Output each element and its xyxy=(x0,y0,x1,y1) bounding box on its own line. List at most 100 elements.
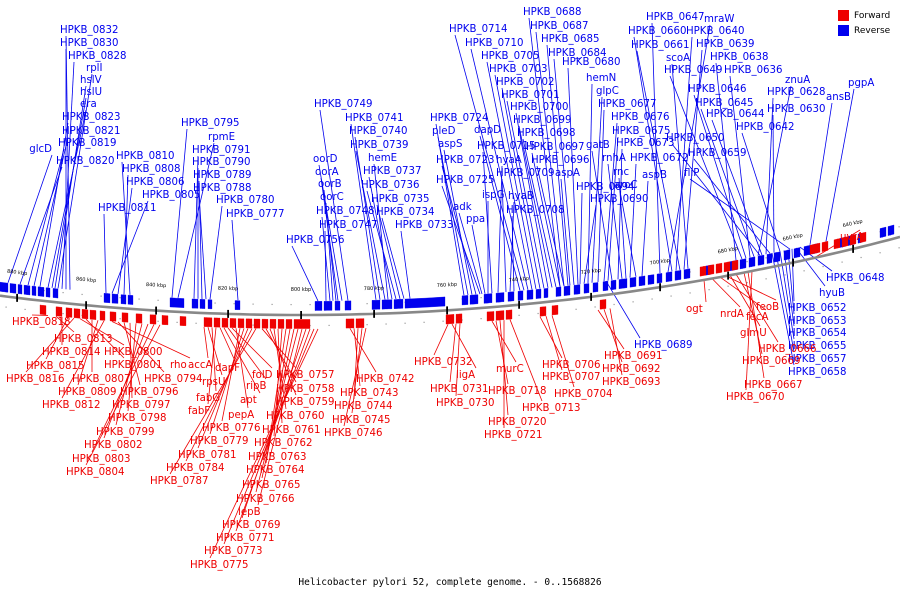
forward-gene-leader xyxy=(349,328,377,373)
reverse-gene-feature-head xyxy=(104,293,107,303)
forward-gene-leader xyxy=(209,328,319,559)
forward-gene-feature-head xyxy=(603,299,606,309)
forward-gene-leader xyxy=(25,317,75,373)
forward-gene-label: HPKB_0801 xyxy=(104,360,163,371)
minor-tick-bottom xyxy=(632,301,634,303)
forward-gene-leader xyxy=(703,279,707,303)
reverse-gene-leader xyxy=(103,213,107,293)
reverse-gene-leader xyxy=(231,219,239,301)
minor-tick-bottom xyxy=(404,322,406,324)
reverse-gene-label: aspB xyxy=(642,170,667,181)
forward-gene-feature-head xyxy=(501,310,504,320)
minor-tick-bottom xyxy=(423,321,425,323)
scale-label: 740 kbp xyxy=(508,276,529,284)
forward-gene-feature-head xyxy=(165,315,168,325)
forward-gene-leader xyxy=(539,316,563,359)
reverse-gene-leader xyxy=(671,63,689,269)
reverse-gene-leader xyxy=(715,62,737,261)
reverse-gene-label: HPKB_0702 xyxy=(496,77,555,88)
forward-gene-label: HPKB_0815 xyxy=(26,361,85,372)
reverse-gene-leader xyxy=(373,163,389,300)
reverse-gene-label: HPKB_0697 xyxy=(526,142,585,153)
scale-label: 760 kbp xyxy=(437,282,458,289)
forward-gene-label: HPKB_0807 xyxy=(72,374,131,385)
reverse-gene-label: HPKB_0821 xyxy=(62,126,121,137)
reverse-gene-label: HPKB_0737 xyxy=(363,166,422,177)
reverse-gene-leader xyxy=(506,100,545,289)
reverse-gene-label: HPKB_0700 xyxy=(510,102,569,113)
forward-gene-leader xyxy=(449,323,457,383)
forward-gene-label: HPKB_0704 xyxy=(554,389,613,400)
forward-gene-leader xyxy=(255,328,299,493)
minor-tick-top xyxy=(480,297,482,299)
reverse-gene-leader xyxy=(355,150,386,300)
reverse-gene-feature-head xyxy=(394,299,397,309)
forward-gene-label: HPKB_0764 xyxy=(246,465,305,476)
minor-tick-bottom xyxy=(537,312,539,315)
forward-gene-feature-head xyxy=(153,314,156,325)
reverse-gene-leader xyxy=(591,150,613,281)
reverse-gene-leader xyxy=(501,178,507,292)
reverse-gene-label: znuA xyxy=(785,75,810,86)
reverse-gene-leader xyxy=(111,200,149,294)
reverse-gene-leader xyxy=(486,61,533,290)
reverse-gene-leader xyxy=(209,205,223,300)
reverse-gene-feature-head xyxy=(556,287,559,297)
forward-gene-leader xyxy=(433,324,449,356)
reverse-gene-label: HPKB_0828 xyxy=(68,51,127,62)
reverse-gene-label: HPKB_0677 xyxy=(598,99,657,110)
reverse-gene-label: fliP xyxy=(684,168,699,179)
forward-gene-leader xyxy=(203,326,209,359)
reverse-gene-label: ispG xyxy=(482,190,505,201)
forward-gene-label: HPKB_0784 xyxy=(166,463,225,474)
forward-gene-feature-head xyxy=(719,263,722,273)
reverse-gene-label: HPKB_0777 xyxy=(226,209,285,220)
minor-tick-bottom xyxy=(575,308,577,310)
forward-gene-label: HPKB_0773 xyxy=(204,546,263,557)
reverse-gene-label: HPKB_0819 xyxy=(58,138,117,149)
reverse-gene-leader xyxy=(518,125,553,288)
forward-gene-leader xyxy=(207,327,217,405)
forward-gene-feature-head xyxy=(555,305,558,315)
reverse-gene-feature-head xyxy=(18,284,21,294)
major-tick xyxy=(727,271,729,280)
reverse-gene-leader xyxy=(560,178,571,286)
forward-gene-label: HPKB_0691 xyxy=(604,351,663,362)
reverse-gene-leader xyxy=(553,58,575,285)
reverse-gene-label: HPKB_0672 xyxy=(630,153,689,164)
forward-gene-label: HPKB_0667 xyxy=(744,380,803,391)
reverse-gene-leader xyxy=(535,31,565,287)
forward-gene-feature-head xyxy=(853,234,856,244)
forward-gene-label: HPKB_0761 xyxy=(262,425,321,436)
reverse-gene-leader xyxy=(775,252,795,353)
reverse-gene-leader xyxy=(39,122,69,287)
map-caption: Helicobacter pylori 52, complete genome.… xyxy=(298,577,602,588)
forward-gene-label: murC xyxy=(496,364,524,375)
reverse-gene-feature-head xyxy=(112,293,115,304)
minor-tick-top xyxy=(898,226,900,228)
forward-gene-leader xyxy=(227,327,267,380)
scale-label: 680 kbp xyxy=(717,246,738,256)
reverse-gene-leader xyxy=(795,247,826,287)
reverse-gene-feature-head xyxy=(888,226,891,236)
forward-gene-leader xyxy=(223,328,315,545)
reverse-gene-feature-head xyxy=(46,287,49,297)
forward-gene-label: HPKB_0781 xyxy=(178,450,237,461)
forward-gene-feature-head xyxy=(307,319,310,329)
reverse-gene-leader xyxy=(531,152,561,287)
reverse-gene-leader xyxy=(33,136,69,286)
forward-gene-label: HPKB_0763 xyxy=(248,452,307,463)
forward-gene-leader xyxy=(351,328,363,414)
reverse-gene-feature-head xyxy=(405,299,408,309)
reverse-gene-label: rpmE xyxy=(208,132,235,143)
reverse-gene-feature-head xyxy=(462,295,465,305)
reverse-gene-leader xyxy=(671,143,761,256)
reverse-gene-label: HPKB_0687 xyxy=(530,21,589,32)
reverse-gene-label: HPKB_0694 xyxy=(576,182,635,193)
reverse-gene-label: adk xyxy=(453,202,472,213)
minor-tick-bottom xyxy=(898,247,900,249)
reverse-gene-leader xyxy=(497,165,503,293)
forward-gene-leader xyxy=(451,323,477,369)
forward-gene-leader xyxy=(123,322,141,386)
reverse-gene-label: HPKB_0739 xyxy=(350,140,409,151)
